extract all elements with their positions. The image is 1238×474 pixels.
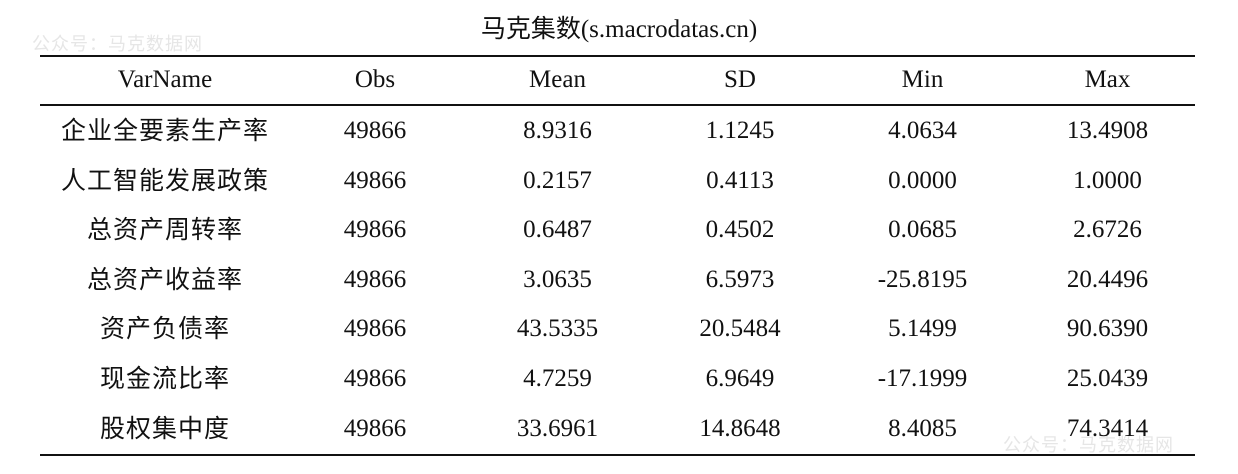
cell-min: 5.1499 — [888, 315, 957, 343]
header-obs: Obs — [354, 66, 396, 93]
cell-obs: 49866 — [343, 414, 407, 442]
cell-sd: 0.4502 — [705, 216, 775, 244]
cell-max: 2.6726 — [1073, 216, 1142, 244]
cell-obs: 49866 — [343, 166, 407, 194]
cell-obs: 49866 — [343, 265, 407, 293]
cell-min: 4.0634 — [888, 117, 957, 144]
top-rule — [40, 55, 1195, 57]
descriptive-stats-table: VarName Obs Mean SD Min Max 企业全要素生产率 498… — [40, 56, 1195, 453]
cell-min: 0.0685 — [888, 216, 957, 244]
header-max: Max — [1084, 66, 1131, 93]
cell-varname: 总资产周转率 — [86, 215, 243, 245]
cell-min: -25.8195 — [877, 265, 968, 293]
cell-mean: 3.0635 — [523, 265, 592, 293]
cell-obs: 49866 — [343, 216, 407, 244]
cell-sd: 1.1245 — [705, 117, 775, 144]
table-row: 总资产收益率 49866 3.0635 6.5973 -25.8195 20.4… — [40, 255, 1195, 305]
table-title: 马克集数(s.macrodatas.cn) — [480, 16, 758, 43]
header-varname: VarName — [117, 66, 213, 93]
header-row: VarName Obs Mean SD Min Max — [40, 56, 1195, 104]
header-sd: SD — [724, 66, 756, 93]
table-row: 人工智能发展政策 49866 0.2157 0.4113 0.0000 1.00… — [40, 156, 1195, 206]
cell-mean: 0.6487 — [523, 216, 592, 244]
cell-varname: 总资产收益率 — [86, 264, 243, 294]
cell-max: 20.4496 — [1066, 265, 1149, 293]
watermark-bottom: 公众号：马克数据网 — [1003, 435, 1174, 456]
cell-max: 25.0439 — [1066, 364, 1149, 392]
cell-sd: 14.8648 — [699, 414, 781, 442]
cell-max: 90.6390 — [1066, 315, 1149, 343]
cell-sd: 0.4113 — [706, 166, 774, 194]
cell-varname: 股权集中度 — [99, 413, 230, 443]
cell-mean: 4.7259 — [523, 364, 592, 392]
bottom-rule — [40, 454, 1195, 456]
cell-sd: 20.5484 — [699, 315, 781, 343]
cell-sd: 6.5973 — [705, 265, 775, 293]
table-row: 企业全要素生产率 49866 8.9316 1.1245 4.0634 13.4… — [40, 104, 1195, 156]
cell-mean: 0.2157 — [523, 166, 592, 194]
cell-varname: 现金流比率 — [99, 363, 230, 393]
header-mean: Mean — [529, 66, 586, 93]
cell-mean: 8.9316 — [523, 117, 592, 144]
cell-varname: 企业全要素生产率 — [60, 116, 269, 145]
cell-mean: 43.5335 — [516, 315, 599, 343]
cell-obs: 49866 — [343, 364, 407, 392]
watermark-top: 公众号：马克数据网 — [32, 34, 203, 55]
cell-min: -17.1999 — [877, 364, 968, 392]
cell-sd: 6.9649 — [705, 364, 775, 392]
cell-min: 8.4085 — [888, 414, 957, 442]
cell-mean: 33.6961 — [516, 414, 599, 442]
cell-max: 74.3414 — [1066, 414, 1149, 442]
header-rule — [40, 104, 1195, 106]
table-row: 股权集中度 49866 33.6961 14.8648 8.4085 74.34… — [40, 404, 1195, 454]
header-min: Min — [901, 66, 944, 93]
cell-obs: 49866 — [343, 117, 407, 144]
cell-obs: 49866 — [343, 315, 407, 343]
cell-max: 1.0000 — [1073, 166, 1142, 194]
table-row: 现金流比率 49866 4.7259 6.9649 -17.1999 25.04… — [40, 354, 1195, 404]
table-row: 总资产周转率 49866 0.6487 0.4502 0.0685 2.6726 — [40, 205, 1195, 255]
cell-min: 0.0000 — [888, 166, 957, 194]
cell-varname: 人工智能发展政策 — [60, 165, 269, 195]
cell-varname: 资产负债率 — [99, 314, 230, 344]
cell-max: 13.4908 — [1066, 117, 1149, 144]
table-row: 资产负债率 49866 43.5335 20.5484 5.1499 90.63… — [40, 304, 1195, 354]
